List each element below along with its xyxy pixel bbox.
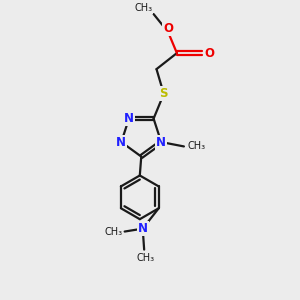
Text: CH₃: CH₃ [134,3,152,13]
Text: CH₃: CH₃ [136,253,155,263]
Text: N: N [116,136,126,148]
Text: O: O [205,46,215,60]
Text: S: S [160,87,168,101]
Text: O: O [163,22,173,35]
Text: N: N [138,222,148,235]
Text: N: N [156,136,166,148]
Text: CH₃: CH₃ [104,226,123,236]
Text: N: N [124,112,134,125]
Text: CH₃: CH₃ [187,141,205,152]
